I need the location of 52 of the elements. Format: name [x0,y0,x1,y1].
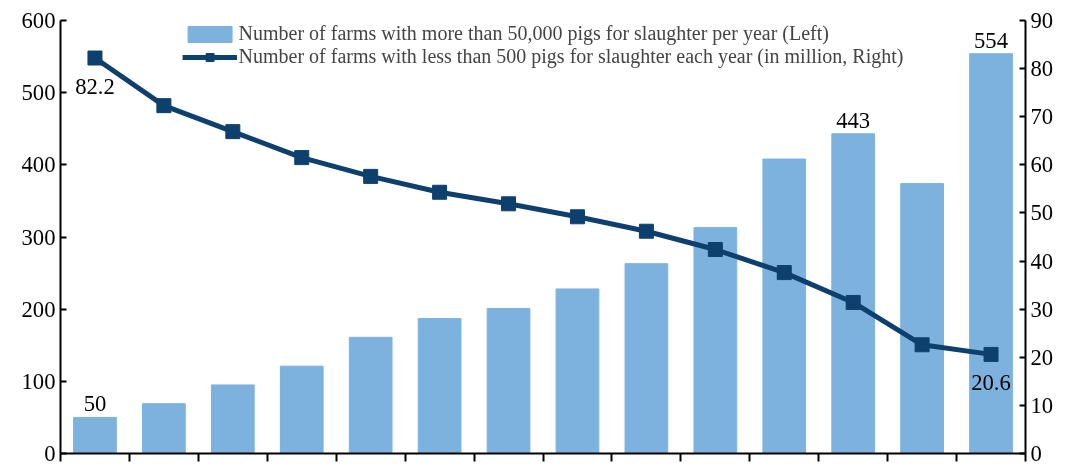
y-tick-label: 600 [21,8,56,33]
point [569,209,585,225]
bar [279,365,324,454]
y2-tick-label: 30 [1030,296,1054,322]
y2-tick-label: 10 [1030,392,1054,418]
y2-tick-label: 50 [1030,200,1054,226]
bar [693,227,738,454]
y2-tick-label: 60 [1030,152,1054,178]
data-label: 50 [83,391,107,417]
point [776,265,792,281]
bar [624,263,669,454]
legend-label: Number of farms with less than 500 pigs for slaughter each year (in million, Right) [238,45,904,68]
data-label: 443 [836,107,871,133]
point [983,346,999,362]
point [432,184,448,200]
data-label: 82.2 [75,74,115,100]
bar [73,416,117,454]
bar [142,403,186,454]
y2-tick-label: 70 [1030,104,1054,130]
point [87,50,103,66]
point [638,223,654,239]
y-tick-label: 0 [44,441,56,466]
legend-label: Number of farms with more than 50,000 pigs for slaughter per year (Left) [238,22,829,45]
bar [900,183,944,454]
y2-tick-label: 0 [1030,441,1042,466]
bar [555,288,600,454]
point [156,98,172,114]
bar [969,53,1013,454]
data-label: 554 [974,27,1009,53]
point [914,337,930,353]
y-tick-label: 300 [21,224,56,250]
bar [831,133,876,454]
y2-tick-label: 90 [1030,8,1054,33]
point [363,168,379,184]
bar [762,158,807,454]
bar [348,336,393,454]
point [845,294,861,310]
y-tick-label: 100 [21,368,56,394]
y-tick-label: 500 [21,80,56,106]
y-tick-label: 200 [21,296,56,322]
y2-tick-label: 20 [1030,344,1054,370]
point [294,150,310,166]
y-tick-label: 400 [21,152,56,178]
y2-tick-label: 40 [1030,248,1054,274]
data-label: 20.6 [971,370,1011,396]
y2-tick-label: 80 [1030,56,1054,82]
point [225,124,241,140]
bar [486,307,531,454]
bar [417,318,462,454]
bar [210,384,255,454]
point [707,242,723,258]
point [501,196,517,212]
